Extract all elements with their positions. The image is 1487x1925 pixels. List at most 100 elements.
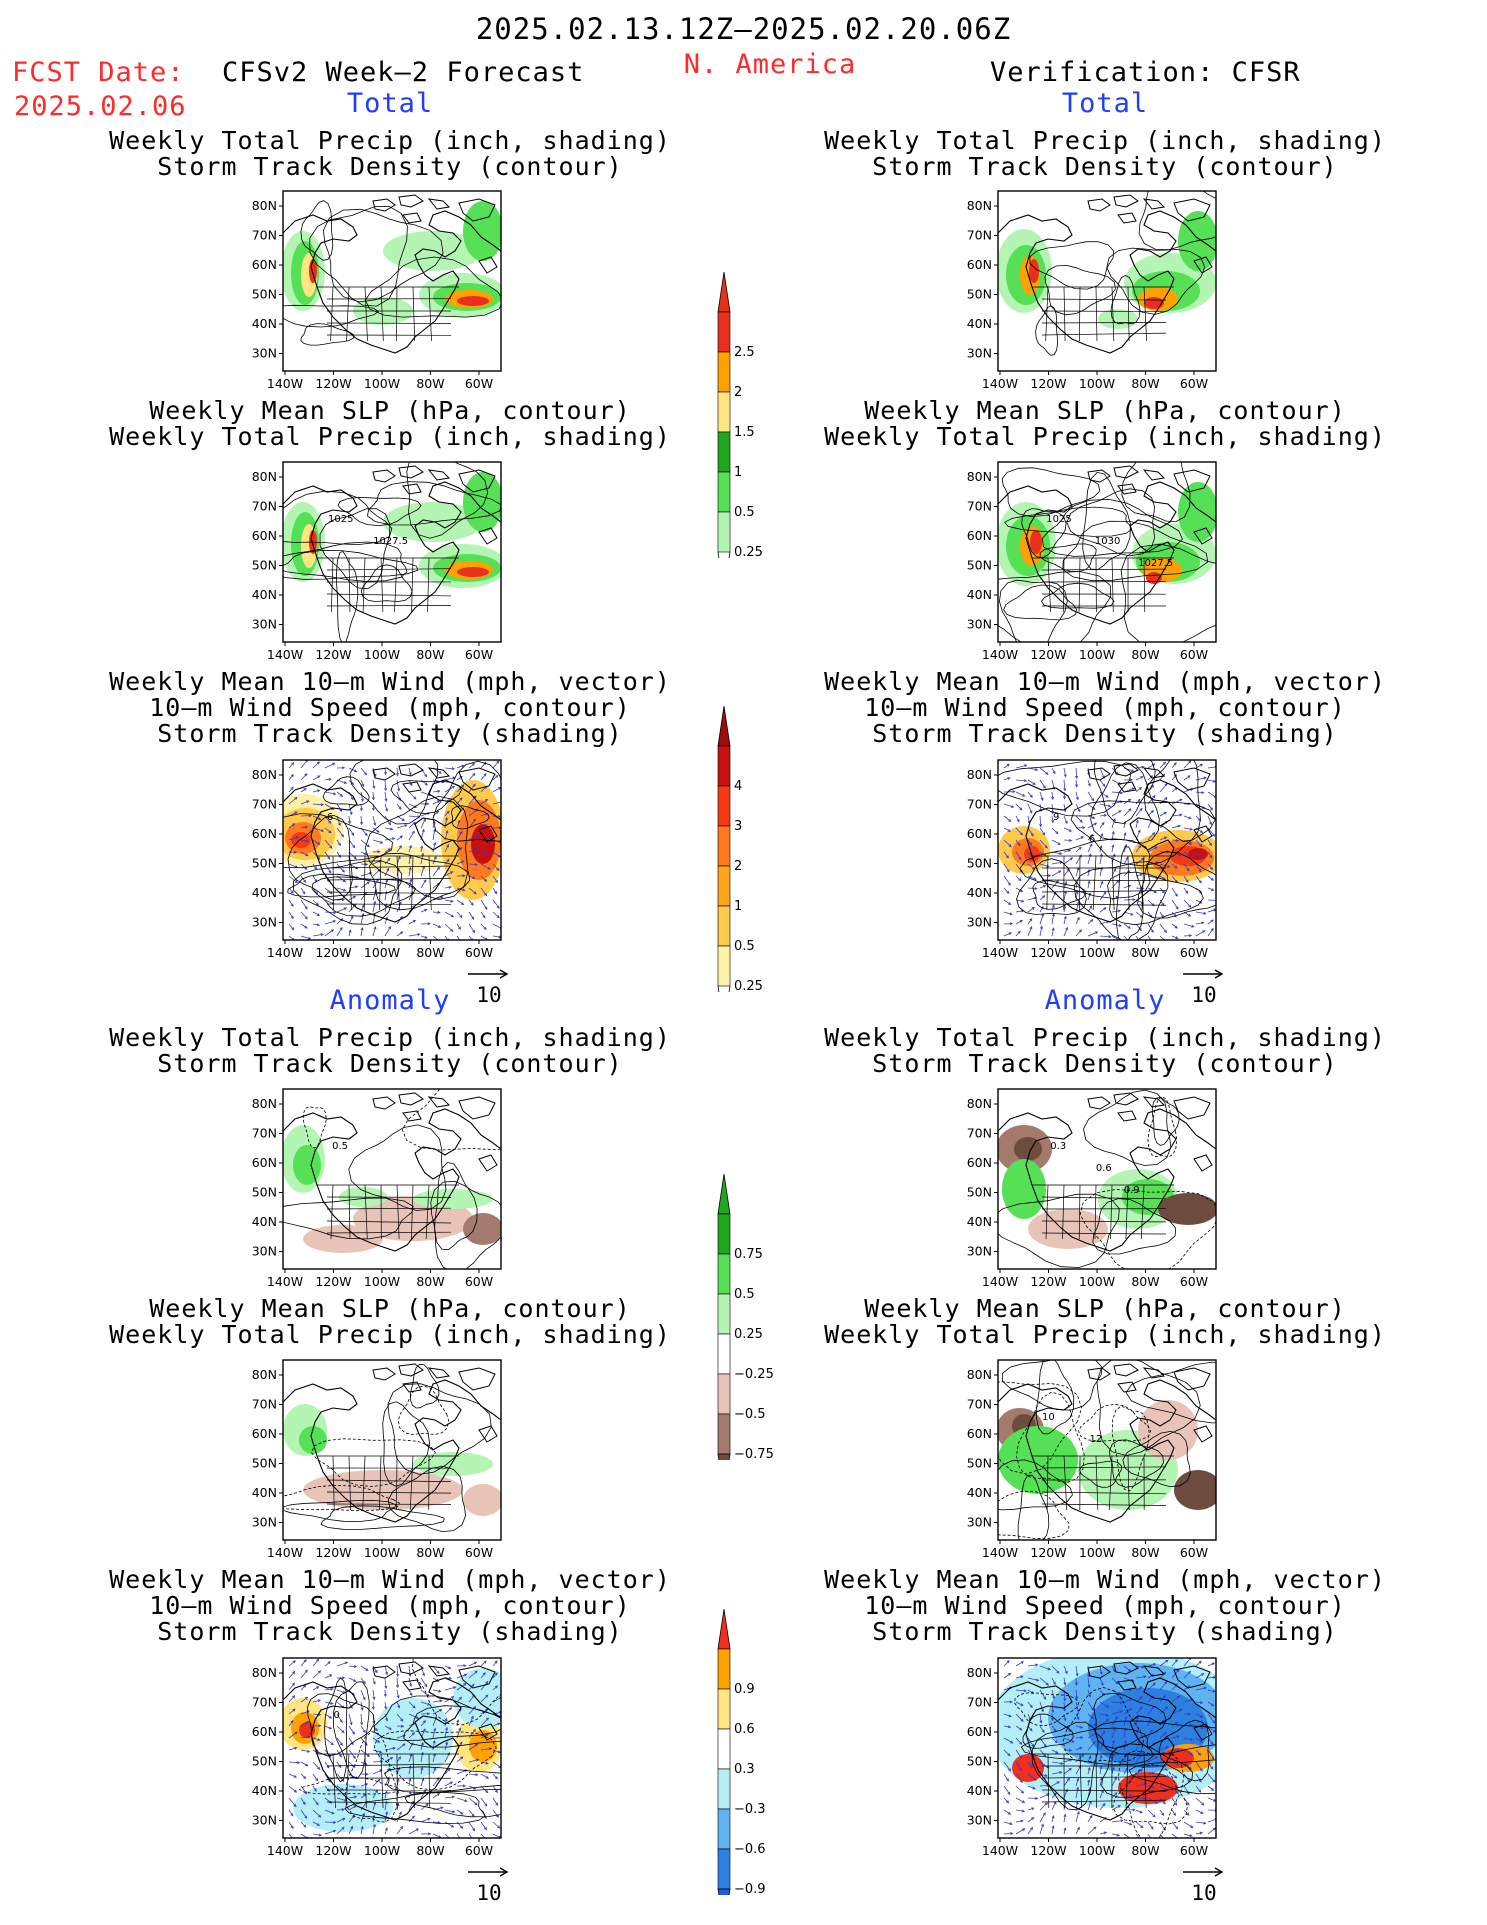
lon-label: 80W: [1131, 376, 1159, 391]
lat-label: 80N: [252, 469, 277, 484]
colorbar-label: 2.5: [734, 345, 755, 360]
lat-label: 30N: [252, 915, 277, 930]
island-outline: [402, 1679, 422, 1691]
colorbar-bottom-cap: [717, 551, 731, 593]
lat-label: 50N: [252, 856, 277, 871]
colorbar-label: 2: [734, 859, 742, 874]
lat-label: 50N: [252, 558, 277, 573]
colorbar-swatch: [717, 945, 731, 987]
contour-lines: [283, 1363, 492, 1533]
shading-region: [1188, 848, 1208, 860]
coastline: [998, 1108, 1216, 1252]
lat-label: 70N: [252, 228, 277, 243]
fc-anom-precip-title: Weekly Total Precip (inch, shading) Storm…: [109, 1023, 671, 1078]
lat-label: 60N: [967, 528, 992, 543]
lat-label: 30N: [252, 1515, 277, 1530]
island-outline: [1113, 1661, 1139, 1675]
lat-label: 40N: [252, 1214, 277, 1229]
vf-total-precip-map: 80N 70N 60N 50N 40N 30N 140W 120W 100W 80W 60W: [965, 186, 1235, 396]
lon-label: 100W: [1079, 376, 1115, 391]
lon-label: 120W: [315, 647, 351, 662]
colorbar-label: 0.25: [734, 979, 763, 992]
verification-anomaly-label: Anomaly: [1044, 985, 1166, 1016]
region-label: N. America: [683, 49, 857, 80]
state-borders: [317, 1184, 459, 1240]
contour-label: 1025: [328, 514, 353, 525]
colorbar-swatch: [717, 905, 731, 947]
date-range-title: 2025.02.13.12Z—2025.02.20.06Z: [475, 12, 1012, 46]
colorbar-swatch: [717, 865, 731, 907]
lat-label: 70N: [967, 1126, 992, 1141]
state-borders: [1032, 1455, 1174, 1511]
island-outline: [372, 1096, 396, 1110]
shading-region: [1158, 1193, 1216, 1225]
island-outline: [398, 194, 424, 208]
lat-label: 50N: [967, 1456, 992, 1471]
lon-label: 120W: [1030, 1843, 1066, 1858]
contour-lines: [283, 462, 501, 642]
lon-label: 80W: [416, 376, 444, 391]
island-outline: [1173, 469, 1211, 493]
lat-label: 50N: [967, 1185, 992, 1200]
colorbar-label: 0.6: [734, 1722, 755, 1737]
lat-label: 40N: [252, 885, 277, 900]
lon-label: 60W: [465, 647, 493, 662]
colorbar-anomaly-precip: 0.75 0.5 0.25 −0.25 −0.5 −0.75: [705, 1170, 785, 1495]
colorbar-label: −0.9: [734, 1882, 766, 1895]
shading-region: [463, 1213, 501, 1245]
vector-ref-value: 10: [476, 983, 502, 1007]
lat-label: 80N: [967, 1665, 992, 1680]
island-outline: [478, 527, 498, 545]
lon-label: 100W: [1079, 945, 1115, 960]
vf-total-slp-svg: 1025 1030 1027.5 80N 70N 60N 50N 40N 30N 140W 120W…: [967, 461, 1217, 662]
island-outline: [402, 1381, 422, 1393]
state-borders: [1032, 557, 1174, 613]
state-borders: [317, 855, 459, 911]
lat-label: 70N: [252, 1695, 277, 1710]
island-outline: [398, 1363, 424, 1377]
lon-label: 120W: [315, 1545, 351, 1560]
shading-region: [293, 1145, 321, 1185]
vf-anom-precip-svg: 0.3 0.6 0.9 80N 70N 60N 50N 40N 30N 140W 120W 100W 8…: [967, 1088, 1217, 1289]
island-outline: [427, 198, 451, 210]
island-outline: [398, 1092, 424, 1106]
shading-region: [413, 1452, 493, 1476]
vf-total-slp-map: 1025 1030 1027.5 80N 70N 60N 50N 40N 30N 140W 120W…: [965, 457, 1235, 667]
lon-label: 80W: [416, 1545, 444, 1560]
forecast-total-label: Total: [346, 88, 434, 119]
island-outline: [1173, 767, 1211, 791]
lon-label: 80W: [1131, 1545, 1159, 1560]
fc-anom-vector-ref: 10: [466, 1862, 512, 1905]
island-outline: [1193, 256, 1213, 274]
colorbar-top-cap: [717, 1173, 731, 1215]
lon-label: 60W: [465, 1545, 493, 1560]
shading-region: [463, 472, 501, 532]
lat-label: 70N: [967, 228, 992, 243]
island-outline: [1117, 1381, 1137, 1393]
lat-label: 30N: [252, 346, 277, 361]
lat-label: 60N: [252, 1155, 277, 1170]
lon-label: 100W: [364, 945, 400, 960]
island-outline: [1113, 1363, 1139, 1377]
colorbar-label: 0.3: [734, 1762, 755, 1777]
vector-ref-arrow-icon: [1183, 1867, 1224, 1877]
lon-label: 140W: [267, 1545, 303, 1560]
island-outline: [427, 767, 451, 779]
colorbar-top-cap: [717, 705, 731, 747]
island-outline: [372, 198, 396, 212]
lat-label: 50N: [967, 558, 992, 573]
colorbar-swatch: [717, 391, 731, 433]
island-outline: [372, 1367, 396, 1381]
colorbar-label: 3: [734, 819, 742, 834]
colorbar-label: 0.25: [734, 545, 763, 558]
lon-label: 80W: [1131, 1274, 1159, 1289]
lat-label: 50N: [252, 287, 277, 302]
lat-label: 80N: [252, 198, 277, 213]
island-outline: [1117, 1110, 1137, 1122]
lon-label: 80W: [1131, 647, 1159, 662]
island-outline: [478, 825, 498, 843]
lon-label: 60W: [465, 1274, 493, 1289]
coastline: [283, 1677, 501, 1821]
colorbar-swatch: [717, 785, 731, 827]
island-outline: [1142, 1665, 1166, 1677]
